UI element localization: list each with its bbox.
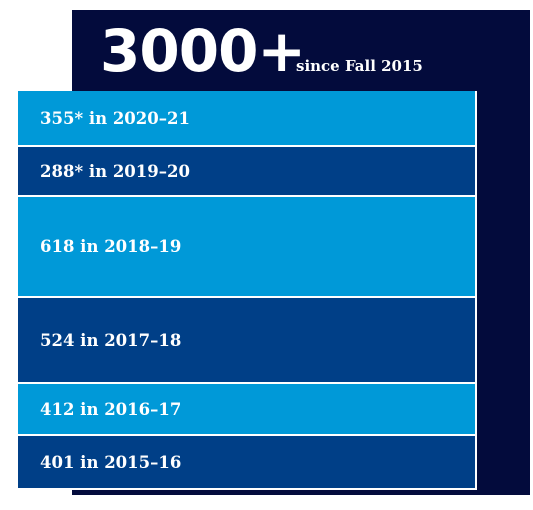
headline-number: 3000+ [100, 17, 306, 85]
headline-caption: since Fall 2015 [296, 57, 423, 75]
rows: 355* in 2020–21 288* in 2019–20 618 in 201… [18, 91, 477, 490]
year-row: 355* in 2020–21 [18, 91, 477, 147]
year-row: 412 in 2016–17 [18, 384, 477, 436]
year-row: 524 in 2017–18 [18, 298, 477, 384]
year-row: 288* in 2019–20 [18, 147, 477, 197]
year-row: 401 in 2015–16 [18, 436, 477, 490]
year-row: 618 in 2018–19 [18, 197, 477, 298]
